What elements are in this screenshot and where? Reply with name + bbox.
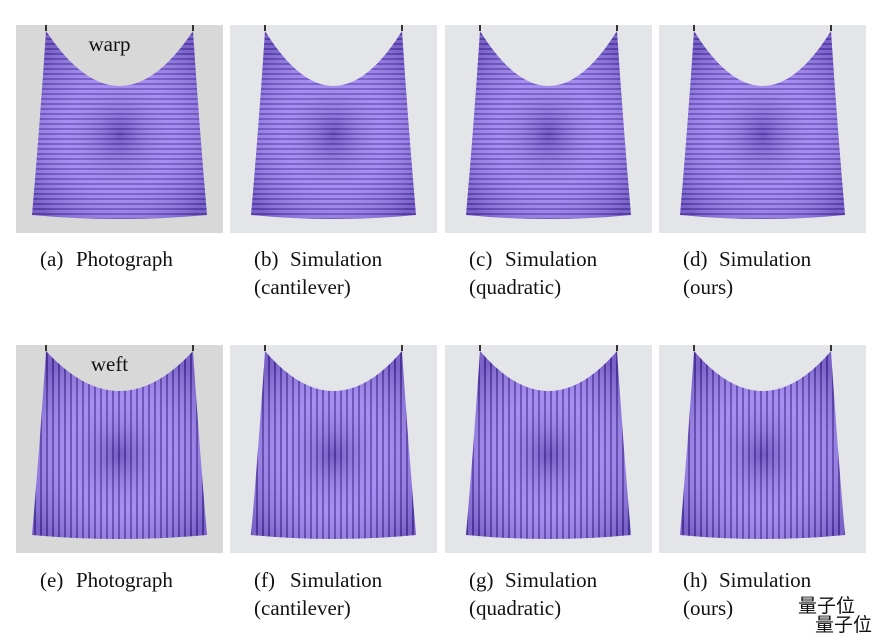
caption-tag: (g)	[469, 568, 494, 592]
caption-tag: (h)	[683, 568, 708, 592]
panel-label: warp	[89, 32, 131, 56]
caption-line: Simulation	[290, 247, 383, 271]
caption-line: Simulation	[505, 568, 598, 592]
cloth-shading	[32, 351, 207, 539]
caption-line: (cantilever)	[254, 275, 351, 299]
cloth-shading	[251, 351, 416, 539]
caption-line: Simulation	[719, 568, 812, 592]
caption-tag: (a)	[40, 247, 63, 271]
panel-label: weft	[91, 352, 128, 376]
cloth-shading	[466, 351, 631, 539]
caption-tag: (d)	[683, 247, 708, 271]
caption-tag: (c)	[469, 247, 492, 271]
caption-line: (ours)	[683, 275, 733, 299]
caption-line: (ours)	[683, 596, 733, 620]
caption-line: (quadratic)	[469, 596, 561, 620]
cloth-shading	[680, 351, 845, 539]
caption-tag: (b)	[254, 247, 279, 271]
cloth-shading	[251, 31, 416, 219]
caption-line: Photograph	[76, 247, 173, 271]
caption-line: Simulation	[505, 247, 598, 271]
caption-line: Simulation	[719, 247, 812, 271]
caption-line: (cantilever)	[254, 596, 351, 620]
watermark-shadow: 量子位	[815, 614, 872, 636]
cloth-shading	[32, 31, 207, 219]
watermark: 量子位	[798, 595, 855, 617]
caption-tag: (e)	[40, 568, 63, 592]
cloth-shading	[680, 31, 845, 219]
caption-line: Photograph	[76, 568, 173, 592]
caption-line: (quadratic)	[469, 275, 561, 299]
caption-tag: (f)	[254, 568, 275, 592]
caption-line: Simulation	[290, 568, 383, 592]
cloth-shading	[466, 31, 631, 219]
